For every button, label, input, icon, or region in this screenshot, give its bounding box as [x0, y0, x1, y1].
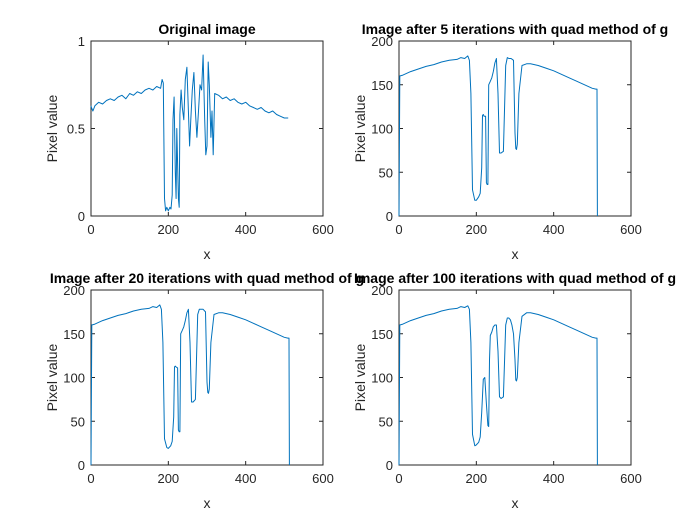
x-tick-label: 400	[235, 471, 257, 486]
chart-title: Original image	[158, 21, 255, 37]
y-tick-label: 200	[63, 283, 85, 298]
subplot-original-image: 0 200 400 600 0 0.5 1 Original image x Pixel valu…	[44, 21, 334, 262]
x-tick-label: 400	[543, 222, 565, 237]
series-line	[90, 304, 290, 466]
y-tick-label: 100	[371, 371, 393, 386]
y-tick-label: 150	[371, 327, 393, 342]
y-tick-label: 0	[386, 209, 393, 224]
y-axis-label: Pixel value	[352, 343, 368, 411]
x-axis-label: x	[512, 246, 519, 262]
x-tick-label: 200	[157, 471, 179, 486]
x-axis-label: x	[512, 495, 519, 511]
y-tick-label: 200	[371, 283, 393, 298]
x-tick-label: 400	[543, 471, 565, 486]
x-tick-label: 0	[395, 471, 402, 486]
axes-box	[398, 289, 632, 466]
x-tick-label: 600	[312, 222, 334, 237]
chart-title: Image after 100 iterations with quad met…	[354, 270, 676, 286]
x-tick-label: 0	[87, 222, 94, 237]
y-tick-label: 50	[379, 165, 393, 180]
x-tick-label: 200	[465, 471, 487, 486]
series-line	[398, 305, 598, 466]
y-tick-label: 200	[371, 34, 393, 49]
chart-title: Image after 5 iterations with quad metho…	[362, 21, 668, 37]
x-tick-label: 0	[395, 222, 402, 237]
series-line	[90, 54, 289, 212]
y-tick-label: 100	[63, 371, 85, 386]
y-tick-label: 0	[78, 209, 85, 224]
y-axis-label: Pixel value	[352, 94, 368, 162]
y-tick-label: 100	[371, 122, 393, 137]
x-tick-label: 600	[620, 222, 642, 237]
y-tick-label: 50	[71, 414, 85, 429]
y-tick-label: 0	[386, 458, 393, 473]
y-axis-label: Pixel value	[44, 343, 60, 411]
x-axis-label: x	[204, 495, 211, 511]
y-tick-label: 150	[63, 327, 85, 342]
series-line	[398, 55, 598, 217]
chart-title: Image after 20 iterations with quad meth…	[50, 270, 364, 286]
x-tick-label: 200	[465, 222, 487, 237]
x-tick-label: 400	[235, 222, 257, 237]
y-tick-label: 1	[78, 34, 85, 49]
y-tick-label: 50	[379, 414, 393, 429]
y-tick-label: 150	[371, 78, 393, 93]
y-tick-label: 0	[78, 458, 85, 473]
x-axis-label: x	[204, 246, 211, 262]
y-axis-label: Pixel value	[44, 94, 60, 162]
x-tick-label: 600	[312, 471, 334, 486]
x-tick-label: 0	[87, 471, 94, 486]
x-tick-label: 200	[157, 222, 179, 237]
y-tick-label: 0.5	[67, 122, 85, 137]
x-tick-label: 600	[620, 471, 642, 486]
